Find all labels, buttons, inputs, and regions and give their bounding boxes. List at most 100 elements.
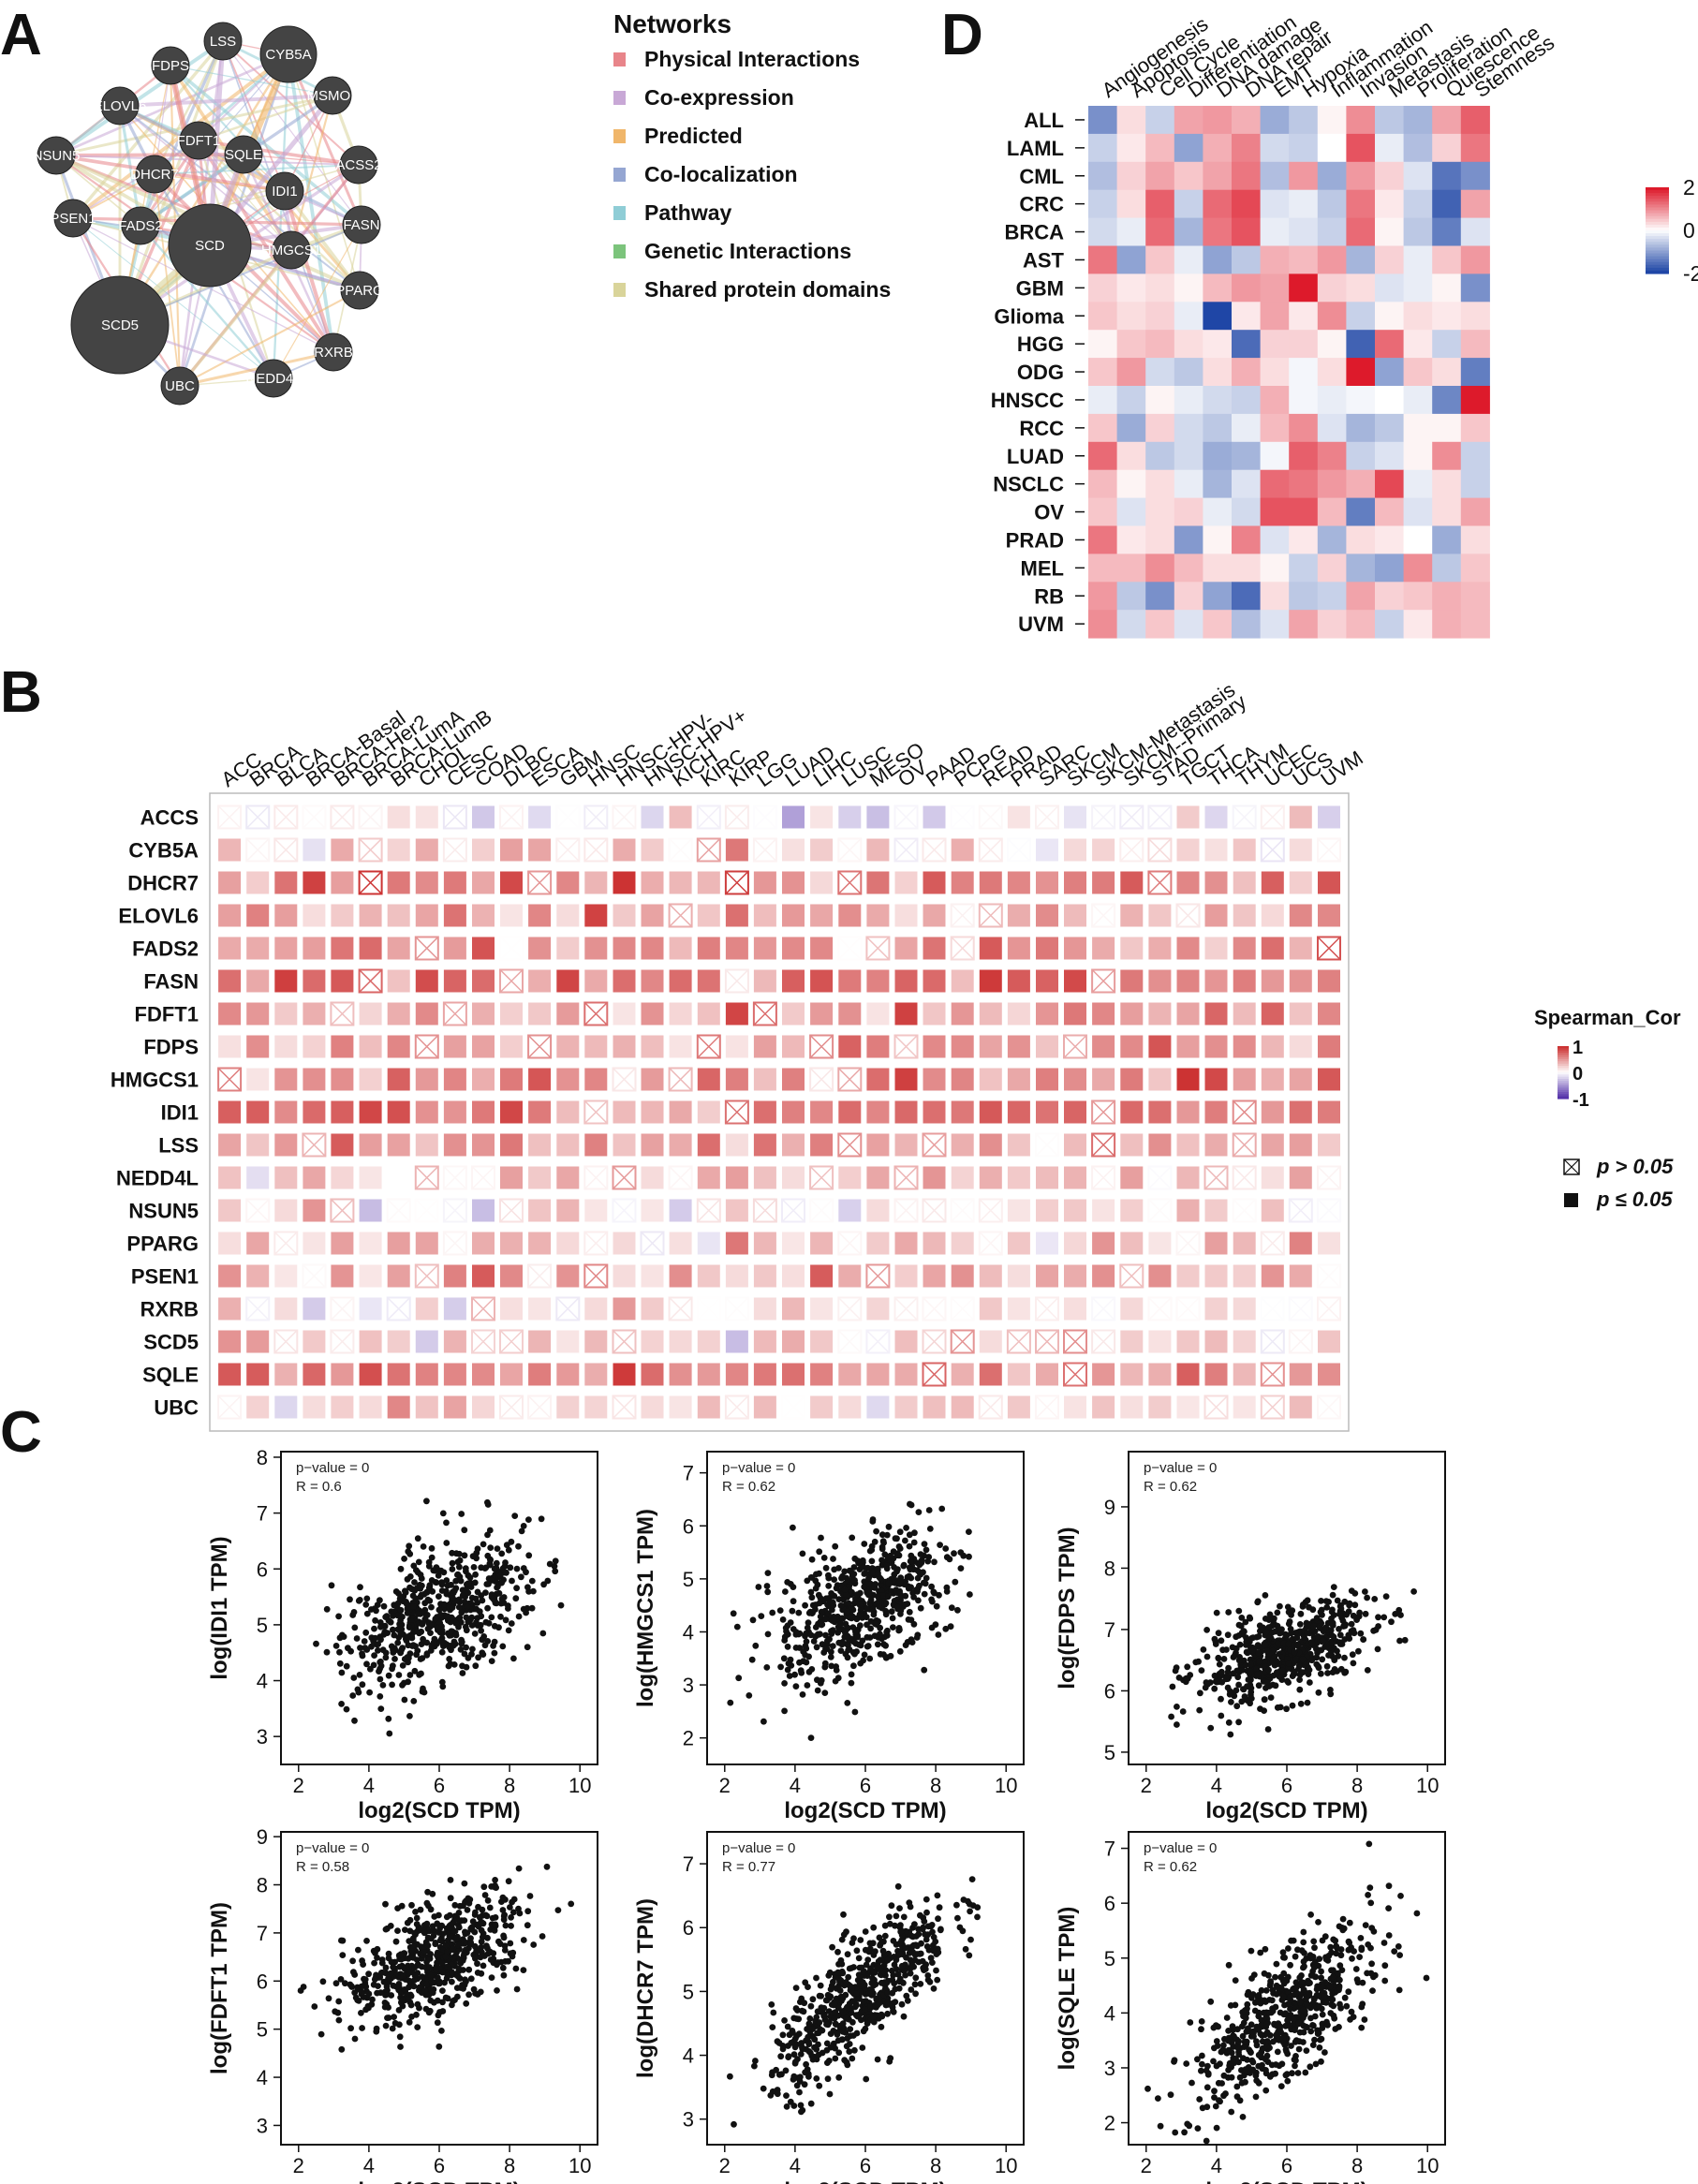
- heatmap-b-cell: [415, 1100, 438, 1124]
- scatter-point: [378, 1969, 386, 1976]
- scatter-point: [923, 1896, 930, 1903]
- scatter-point: [1195, 1658, 1202, 1665]
- heatmap-b-cell: [359, 1199, 382, 1222]
- scatter-point: [382, 1992, 389, 1999]
- heatmap-b-cell: [245, 837, 271, 863]
- heatmap-b-cell: [612, 1198, 637, 1223]
- scatter-point: [925, 1507, 933, 1513]
- scatter-point: [446, 1656, 453, 1662]
- scatter-point: [1203, 1627, 1210, 1633]
- heatmap-b-cell: [810, 1002, 834, 1026]
- scatter-point: [450, 1587, 458, 1595]
- network-node-label: UBC: [165, 378, 195, 394]
- heatmap-b-cell: [246, 1264, 270, 1288]
- scatter-point: [818, 1534, 824, 1542]
- heatmap-d-cell: [1232, 469, 1262, 499]
- heatmap-b-cell: [331, 1264, 354, 1288]
- scatter-point: [797, 2102, 805, 2109]
- scatter-point: [385, 1672, 392, 1679]
- scatter-point: [440, 1569, 448, 1576]
- scatter-point: [1336, 1631, 1344, 1639]
- heatmap-b-cell-cross: [471, 1296, 495, 1321]
- heatmap-b-cell-box: [471, 1165, 495, 1190]
- heatmap-b-cell: [359, 1068, 382, 1091]
- heatmap-b-cell: [613, 1363, 636, 1386]
- heatmap-b-cell-cross: [499, 1329, 524, 1354]
- heatmap-d-row-label: LAML: [1007, 137, 1064, 160]
- heatmap-b-cell-cross: [1063, 1362, 1087, 1387]
- scatter-point: [431, 1999, 437, 2006]
- heatmap-b-cell: [500, 1035, 523, 1058]
- scatter-point: [454, 1558, 462, 1566]
- scatter-point: [930, 1985, 938, 1992]
- scatter-point: [511, 1513, 519, 1519]
- heatmap-b-cell-box: [950, 936, 975, 961]
- scatter-point: [886, 1913, 893, 1921]
- heatmap-b-cell: [359, 937, 382, 960]
- heatmap-b-cell-cross: [809, 1198, 834, 1223]
- scatter-point: [426, 1964, 433, 1970]
- heatmap-b-cell-cross: [330, 1329, 354, 1354]
- scatter-point: [488, 1658, 495, 1664]
- network-legend-swatch: [613, 244, 626, 258]
- heatmap-b-cell: [724, 870, 749, 895]
- scatter-point: [455, 1603, 463, 1611]
- scatter-point: [418, 1670, 424, 1677]
- heatmap-b-cell-box: [471, 1296, 495, 1321]
- heatmap-b-cell: [923, 1002, 946, 1026]
- scatter-point: [831, 2000, 838, 2007]
- heatmap-b-cell: [556, 1363, 580, 1386]
- scatter-point: [822, 1564, 830, 1572]
- heatmap-d-cell: [1375, 330, 1405, 359]
- scatter-point: [891, 1571, 898, 1578]
- scatter-point: [390, 1964, 396, 1970]
- heatmap-b-cell-cross: [1261, 1395, 1285, 1420]
- heatmap-b-cell: [866, 1297, 890, 1321]
- heatmap-d-legend-bar: [1646, 204, 1669, 209]
- heatmap-b-cell: [782, 1035, 805, 1058]
- scatter-point: [932, 1621, 939, 1629]
- heatmap-b-cell: [1260, 1329, 1285, 1354]
- heatmap-b-cell: [1091, 1165, 1116, 1190]
- heatmap-b-cell-cross: [471, 1329, 495, 1354]
- heatmap-b-cell: [782, 904, 805, 927]
- scatter-point: [906, 1899, 913, 1906]
- scatter-point: [896, 1578, 904, 1586]
- heatmap-b-cell: [443, 937, 466, 960]
- heatmap-d-cell: [1432, 582, 1462, 611]
- heatmap-b-legend-tick: -1: [1572, 1090, 1589, 1111]
- heatmap-b-cell: [331, 1232, 354, 1255]
- scatter-point: [834, 1675, 842, 1682]
- scatter-point: [1249, 1647, 1256, 1655]
- heatmap-b-cell: [1120, 1363, 1144, 1386]
- heatmap-d-cell: [1116, 553, 1146, 583]
- network-node-label: FASN: [343, 217, 379, 233]
- heatmap-d-cell: [1232, 217, 1262, 246]
- heatmap-b-cell: [1233, 1002, 1256, 1026]
- scatter-point: [430, 1639, 437, 1646]
- scatter-point: [439, 1683, 447, 1690]
- scatter-point: [775, 2071, 783, 2078]
- scatter-point: [798, 1995, 805, 2002]
- scatter-point: [491, 1649, 498, 1657]
- heatmap-b-cell: [837, 870, 863, 895]
- heatmap-b-cell: [1317, 1395, 1341, 1420]
- scatter-point: [421, 1949, 428, 1955]
- heatmap-b-cell-cross: [471, 1165, 495, 1190]
- heatmap-b-cell: [1147, 1198, 1173, 1223]
- heatmap-d-cell: [1346, 610, 1376, 639]
- heatmap-b-cell: [1204, 838, 1228, 862]
- scatter-point: [428, 1935, 435, 1942]
- scatter-point: [459, 1670, 466, 1676]
- heatmap-b-cell-cross: [669, 1067, 693, 1092]
- heatmap-b-cell: [894, 1330, 918, 1353]
- scatter-point: [935, 1915, 941, 1923]
- scatter-point: [837, 1620, 844, 1628]
- heatmap-b-cell: [273, 837, 299, 863]
- heatmap-b-row-label: CYB5A: [128, 839, 199, 863]
- heatmap-b-cell-cross: [1261, 1329, 1285, 1354]
- heatmap-b-cell: [1036, 1232, 1058, 1255]
- heatmap-b-cell-cross: [1147, 1198, 1172, 1223]
- scatter-point: [915, 1926, 922, 1933]
- heatmap-b-cell-box: [217, 1067, 243, 1092]
